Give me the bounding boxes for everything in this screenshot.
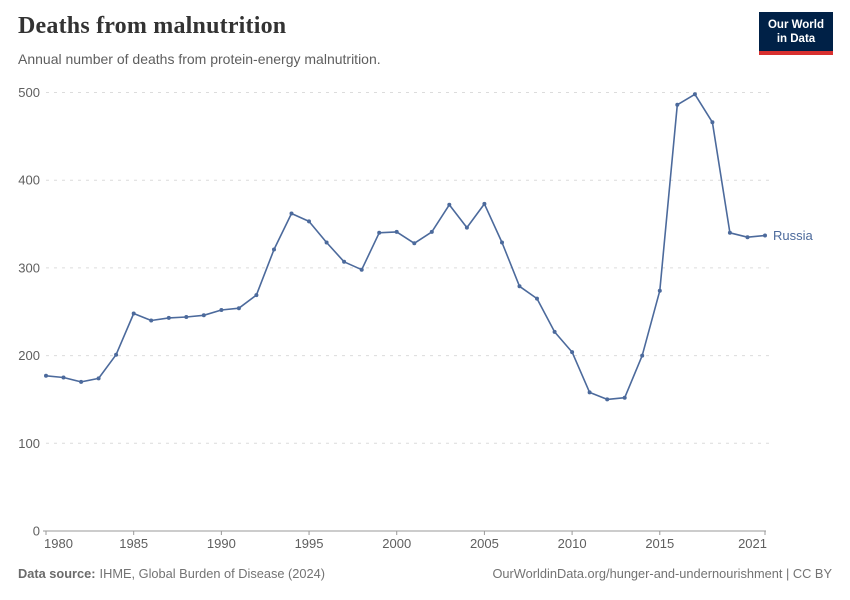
data-point[interactable] bbox=[482, 201, 487, 206]
data-point[interactable] bbox=[289, 211, 294, 216]
data-line[interactable] bbox=[45, 93, 766, 401]
x-axis-tick-label: 1985 bbox=[119, 536, 148, 551]
page-subtitle: Annual number of deaths from protein-ene… bbox=[18, 51, 381, 67]
chart-footer: Data source: IHME, Global Burden of Disea… bbox=[18, 566, 832, 581]
series-label-russia[interactable]: Russia bbox=[773, 228, 814, 243]
data-point[interactable] bbox=[254, 293, 259, 298]
x-axis-tick-label: 2015 bbox=[645, 536, 674, 551]
credit-link[interactable]: OurWorldinData.org/hunger-and-undernouri… bbox=[492, 566, 832, 581]
data-point[interactable] bbox=[657, 288, 662, 293]
data-point[interactable] bbox=[710, 120, 715, 125]
owid-logo-line1: Our World bbox=[767, 19, 824, 31]
data-point[interactable] bbox=[692, 92, 697, 97]
data-point[interactable] bbox=[149, 318, 154, 323]
data-point[interactable] bbox=[272, 247, 276, 252]
y-axis-tick-label: 100 bbox=[18, 436, 40, 451]
data-point[interactable] bbox=[342, 259, 347, 264]
data-point[interactable] bbox=[464, 225, 469, 230]
data-point[interactable] bbox=[675, 102, 680, 107]
owid-logo-line2: in Data bbox=[776, 33, 816, 46]
y-axis-tick-label: 400 bbox=[18, 173, 40, 188]
data-point[interactable] bbox=[517, 284, 522, 289]
data-point[interactable] bbox=[570, 350, 575, 355]
owid-logo[interactable]: Our World in Data bbox=[759, 12, 833, 55]
data-point[interactable] bbox=[131, 311, 136, 316]
data-point[interactable] bbox=[236, 306, 241, 311]
data-point[interactable] bbox=[552, 329, 557, 334]
data-point[interactable] bbox=[79, 379, 84, 384]
data-point[interactable] bbox=[500, 240, 504, 245]
data-point[interactable] bbox=[201, 313, 206, 318]
data-point[interactable] bbox=[622, 395, 627, 400]
data-point[interactable] bbox=[587, 390, 592, 395]
data-point[interactable] bbox=[535, 296, 539, 301]
data-point[interactable] bbox=[324, 240, 329, 245]
data-point[interactable] bbox=[763, 233, 767, 238]
data-source-value: IHME, Global Burden of Disease (2024) bbox=[99, 566, 326, 581]
x-axis-tick-label: 2000 bbox=[382, 536, 411, 551]
data-point[interactable] bbox=[219, 308, 224, 312]
y-axis-tick-label: 500 bbox=[18, 85, 40, 100]
data-point[interactable] bbox=[307, 219, 311, 224]
x-axis-tick-label: 1995 bbox=[295, 536, 324, 551]
y-axis-tick-label: 300 bbox=[18, 260, 40, 275]
data-point[interactable] bbox=[447, 202, 452, 207]
data-point[interactable] bbox=[44, 373, 48, 378]
x-axis-tick-label: 2021 bbox=[738, 536, 767, 551]
data-point[interactable] bbox=[184, 315, 189, 319]
data-point[interactable] bbox=[114, 352, 119, 357]
data-point[interactable] bbox=[727, 230, 732, 235]
data-point[interactable] bbox=[166, 315, 171, 320]
data-point[interactable] bbox=[96, 376, 101, 381]
data-source-label: Data source: bbox=[18, 566, 96, 581]
data-point[interactable] bbox=[359, 267, 364, 272]
data-source: Data source: IHME, Global Burden of Disea… bbox=[18, 566, 325, 581]
y-axis-tick-label: 200 bbox=[18, 348, 40, 363]
data-point[interactable] bbox=[745, 235, 750, 240]
x-axis-tick-label: 2010 bbox=[558, 536, 587, 551]
data-point[interactable] bbox=[61, 375, 66, 380]
x-axis-tick-label: 2005 bbox=[470, 536, 499, 551]
data-point[interactable] bbox=[429, 229, 434, 234]
data-point[interactable] bbox=[640, 353, 645, 358]
x-axis-tick-label: 1980 bbox=[44, 536, 73, 551]
data-point[interactable] bbox=[377, 230, 382, 235]
data-point[interactable] bbox=[412, 241, 417, 246]
data-point[interactable] bbox=[605, 397, 610, 402]
x-axis-tick-label: 1990 bbox=[207, 536, 236, 551]
y-axis-tick-label: 0 bbox=[33, 524, 40, 539]
data-point[interactable] bbox=[394, 229, 399, 234]
page-title: Deaths from malnutrition bbox=[18, 13, 287, 39]
